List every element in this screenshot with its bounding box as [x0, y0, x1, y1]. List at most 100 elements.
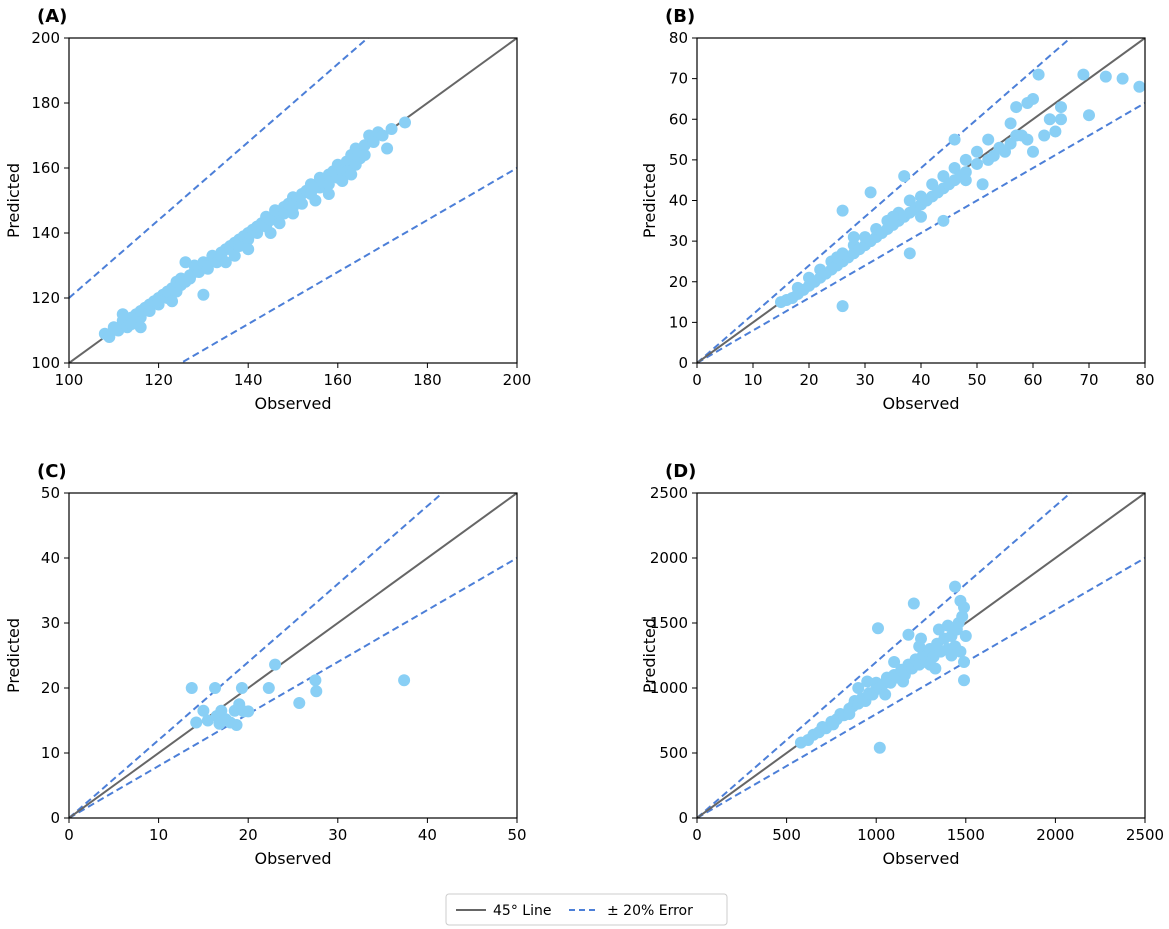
data-point — [959, 153, 972, 166]
y-tick-label: 0 — [678, 809, 688, 827]
x-tick-label: 2500 — [1126, 826, 1164, 844]
data-point — [959, 174, 972, 187]
y-tick-label: 70 — [669, 70, 688, 88]
lower-error-line — [179, 167, 517, 363]
y-tick-label: 80 — [669, 29, 688, 47]
data-point — [1021, 97, 1034, 109]
panel-label: (A) — [37, 6, 67, 27]
data-point — [336, 175, 349, 187]
y-tick-label: 30 — [669, 232, 688, 250]
data-point — [954, 594, 967, 607]
data-point — [827, 718, 840, 731]
data-point — [982, 133, 995, 146]
data-point — [264, 227, 277, 239]
data-point — [1116, 72, 1129, 85]
data-point — [1032, 68, 1045, 81]
x-tick-label: 2000 — [1036, 826, 1074, 844]
y-tick-label: 2500 — [650, 484, 688, 502]
data-point — [1038, 129, 1051, 142]
data-point — [873, 741, 886, 754]
data-point — [945, 649, 958, 662]
data-point — [190, 716, 203, 729]
data-point — [116, 308, 129, 321]
panel-label: (C) — [37, 461, 67, 482]
data-point — [278, 207, 291, 220]
y-axis-label: Predicted — [4, 618, 23, 693]
data-point — [1099, 70, 1112, 83]
data-point — [959, 630, 972, 642]
data-point — [219, 256, 232, 269]
data-point — [879, 688, 892, 701]
y-tick-label: 60 — [669, 110, 688, 128]
data-point — [287, 207, 299, 220]
data-point — [1083, 109, 1095, 122]
y-tick-label: 0 — [678, 354, 688, 372]
data-point — [864, 186, 877, 199]
data-point — [230, 719, 243, 732]
x-tick-label: 500 — [772, 826, 801, 844]
x-tick-label: 180 — [413, 371, 442, 389]
x-tick-label: 100 — [55, 371, 84, 389]
y-tick-label: 160 — [31, 159, 60, 177]
data-point — [322, 178, 335, 191]
data-point — [367, 136, 380, 148]
data-point — [179, 256, 192, 269]
x-tick-label: 70 — [1079, 371, 1098, 389]
data-point — [836, 204, 849, 217]
panel-D: 0 500 1000 1500 2000 2500 0 500 1000 1500 2000 2500… — [640, 461, 1164, 868]
y-tick-label: 140 — [31, 224, 60, 242]
legend: 45° Line ± 20% Error — [445, 893, 728, 926]
data-point — [293, 696, 306, 709]
data-point — [871, 622, 884, 635]
data-point — [1049, 125, 1062, 138]
x-tick-label: 20 — [239, 826, 258, 844]
y-tick-label: 10 — [41, 744, 60, 762]
y-tick-label: 20 — [669, 273, 688, 291]
data-point — [201, 262, 214, 275]
data-point — [902, 628, 915, 641]
data-point — [1021, 133, 1034, 146]
data-point — [385, 123, 398, 135]
data-point — [852, 682, 865, 694]
data-point — [185, 682, 198, 694]
x-tick-label: 10 — [149, 826, 168, 844]
data-point — [898, 170, 911, 183]
data-point — [166, 295, 179, 308]
legend-error-label: ± 20% Error — [607, 903, 693, 919]
data-point — [954, 645, 967, 658]
y-tick-label: 40 — [669, 192, 688, 210]
axes-frame — [68, 492, 518, 819]
y-tick-label: 200 — [31, 29, 60, 47]
data-point — [235, 682, 248, 694]
x-tick-label: 40 — [418, 826, 437, 844]
data-point — [897, 675, 910, 688]
plot-area — [697, 493, 1145, 818]
data-point — [345, 168, 358, 181]
x-tick-label: 10 — [743, 371, 762, 389]
x-tick-label: 160 — [323, 371, 352, 389]
data-point — [269, 658, 282, 671]
y-tick-label: 30 — [41, 614, 60, 632]
data-point — [958, 656, 971, 668]
lower-error-line — [697, 557, 1145, 818]
plot-area — [69, 38, 517, 363]
data-point — [907, 597, 920, 610]
data-point — [1010, 101, 1023, 114]
data-point — [941, 619, 954, 632]
data-point — [887, 210, 899, 223]
y-tick-label: 2000 — [650, 549, 688, 567]
panel-label: (D) — [665, 461, 696, 482]
data-point — [1027, 145, 1039, 158]
data-point — [971, 145, 983, 158]
legend-frame — [445, 893, 728, 926]
x-tick-label: 0 — [692, 371, 702, 389]
data-point — [398, 674, 411, 687]
y-axis-label: Predicted — [640, 163, 659, 238]
axes-frame — [68, 37, 518, 364]
y-tick-label: 20 — [41, 679, 60, 697]
data-point — [310, 685, 323, 698]
y-tick-label: 1500 — [650, 614, 688, 632]
upper-error-line — [69, 493, 444, 818]
data-point — [903, 247, 916, 260]
y-axis-label: Predicted — [4, 163, 23, 238]
